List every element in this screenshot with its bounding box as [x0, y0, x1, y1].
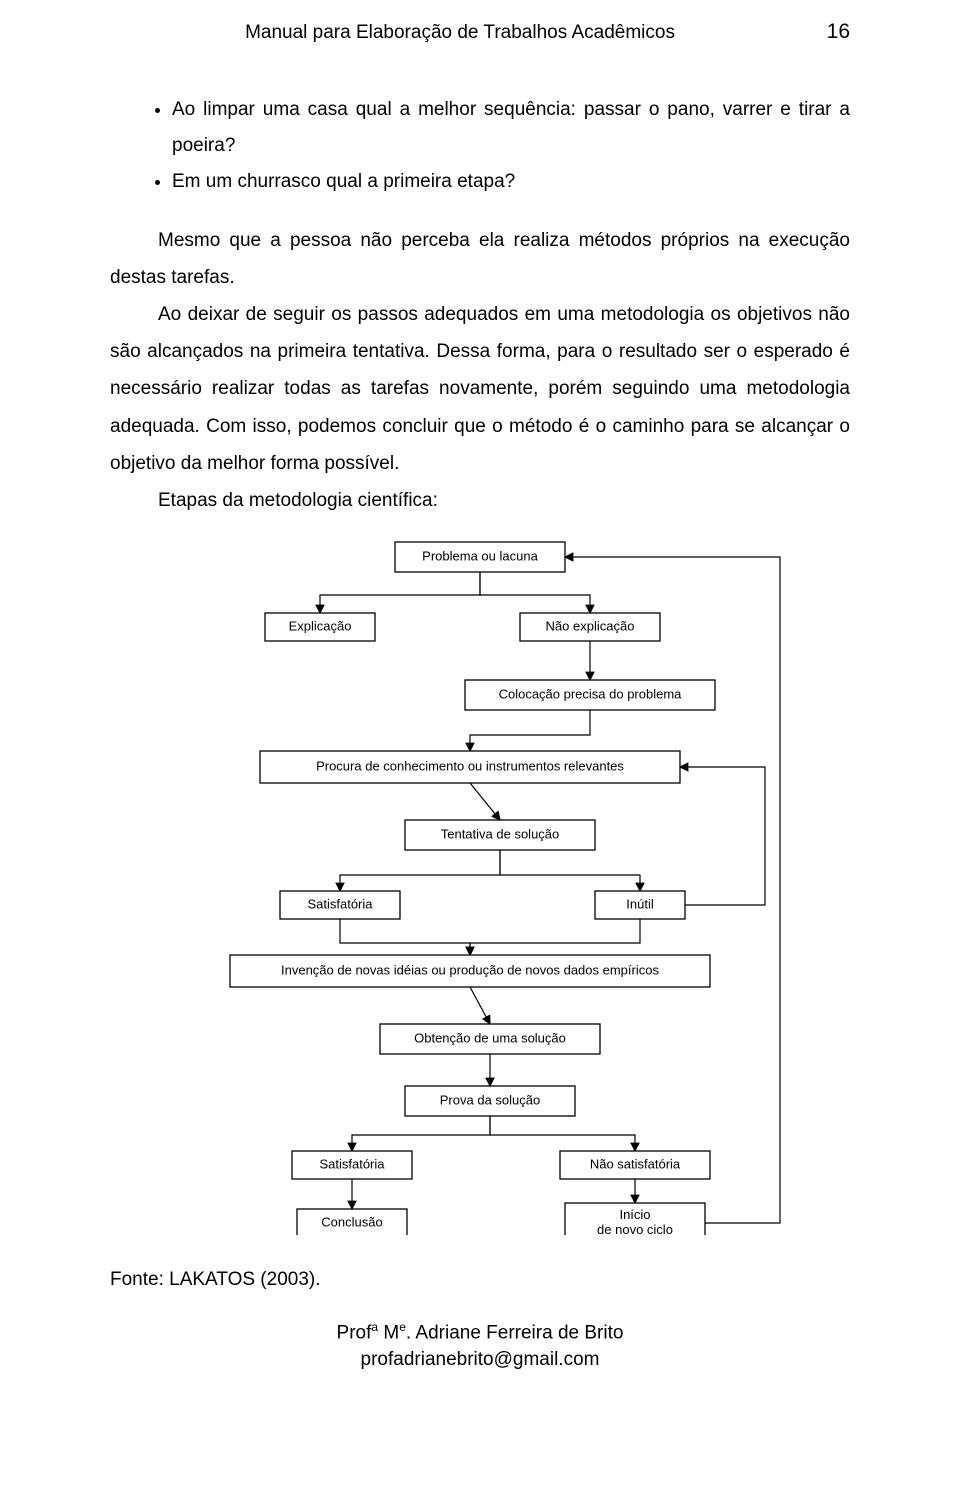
page-header: Manual para Elaboração de Trabalhos Acad…: [110, 20, 850, 44]
svg-text:Prova da solução: Prova da solução: [440, 1092, 540, 1107]
bullet-item: Ao limpar uma casa qual a melhor sequênc…: [172, 92, 850, 164]
svg-text:Procura de conhecimento ou ins: Procura de conhecimento ou instrumentos …: [316, 758, 624, 773]
header-title: Manual para Elaboração de Trabalhos Acad…: [110, 22, 810, 44]
flowchart-node-conclusao: Conclusão: [297, 1209, 407, 1235]
svg-text:Problema ou lacuna: Problema ou lacuna: [422, 548, 538, 563]
flowchart-node-tentativa: Tentativa de solução: [405, 820, 595, 850]
flowchart-node-inutil: Inútil: [595, 891, 685, 919]
svg-text:Colocação precisa do problema: Colocação precisa do problema: [499, 686, 683, 701]
flowchart-node-naoexplic: Não explicação: [520, 613, 660, 641]
svg-text:Invenção de novas idéias ou pr: Invenção de novas idéias ou produção de …: [281, 962, 659, 977]
methodology-flowchart: Problema ou lacuna Explicação Não explicaç…: [170, 535, 790, 1235]
svg-text:Satisfatória: Satisfatória: [307, 896, 373, 911]
flowchart-node-procura: Procura de conhecimento ou instrumentos …: [260, 751, 680, 783]
flowchart-node-inicio: Iníciode novo ciclo: [565, 1203, 705, 1235]
flowchart-node-prova: Prova da solução: [405, 1086, 575, 1116]
footer-sup: e: [399, 1320, 406, 1334]
footer-email: profadrianebrito@gmail.com: [110, 1347, 850, 1374]
svg-text:Inútil: Inútil: [626, 896, 654, 911]
footer-author: Profa Me. Adriane Ferreira de Brito: [110, 1319, 850, 1347]
flowchart-node-obtencao: Obtenção de uma solução: [380, 1024, 600, 1054]
flowchart-node-problema: Problema ou lacuna: [395, 542, 565, 572]
svg-text:Não explicação: Não explicação: [546, 618, 635, 633]
paragraph: Etapas da metodologia científica:: [110, 482, 850, 519]
svg-text:de novo ciclo: de novo ciclo: [597, 1222, 673, 1235]
footer-text: Prof: [337, 1322, 372, 1343]
page-number: 16: [810, 20, 850, 44]
flowchart-node-invencao: Invenção de novas idéias ou produção de …: [230, 955, 710, 987]
svg-text:Obtenção de uma solução: Obtenção de uma solução: [414, 1030, 566, 1045]
svg-text:Satisfatória: Satisfatória: [319, 1156, 385, 1171]
footer-text: . Adriane Ferreira de Brito: [406, 1322, 624, 1343]
svg-text:Início: Início: [619, 1207, 650, 1222]
bullet-list: Ao limpar uma casa qual a melhor sequênc…: [110, 92, 850, 200]
bullet-item: Em um churrasco qual a primeira etapa?: [172, 164, 850, 200]
paragraph: Ao deixar de seguir os passos adequados …: [110, 296, 850, 481]
flowchart-container: Problema ou lacuna Explicação Não explicaç…: [110, 535, 850, 1235]
footer-text: M: [378, 1322, 399, 1343]
svg-text:Explicação: Explicação: [289, 618, 352, 633]
svg-text:Não satisfatória: Não satisfatória: [590, 1156, 681, 1171]
svg-text:Conclusão: Conclusão: [321, 1214, 382, 1229]
source-citation: Fonte: LAKATOS (2003).: [110, 1269, 850, 1291]
paragraph: Mesmo que a pessoa não perceba ela reali…: [110, 222, 850, 296]
flowchart-node-colocacao: Colocação precisa do problema: [465, 680, 715, 710]
page-footer: Profa Me. Adriane Ferreira de Brito prof…: [110, 1319, 850, 1374]
flowchart-node-satisf2: Satisfatória: [292, 1151, 412, 1179]
flowchart-node-naosatisf: Não satisfatória: [560, 1151, 710, 1179]
flowchart-node-satisf1: Satisfatória: [280, 891, 400, 919]
flowchart-node-explic: Explicação: [265, 613, 375, 641]
document-page: Manual para Elaboração de Trabalhos Acad…: [0, 0, 960, 1403]
svg-text:Tentativa de solução: Tentativa de solução: [441, 826, 560, 841]
